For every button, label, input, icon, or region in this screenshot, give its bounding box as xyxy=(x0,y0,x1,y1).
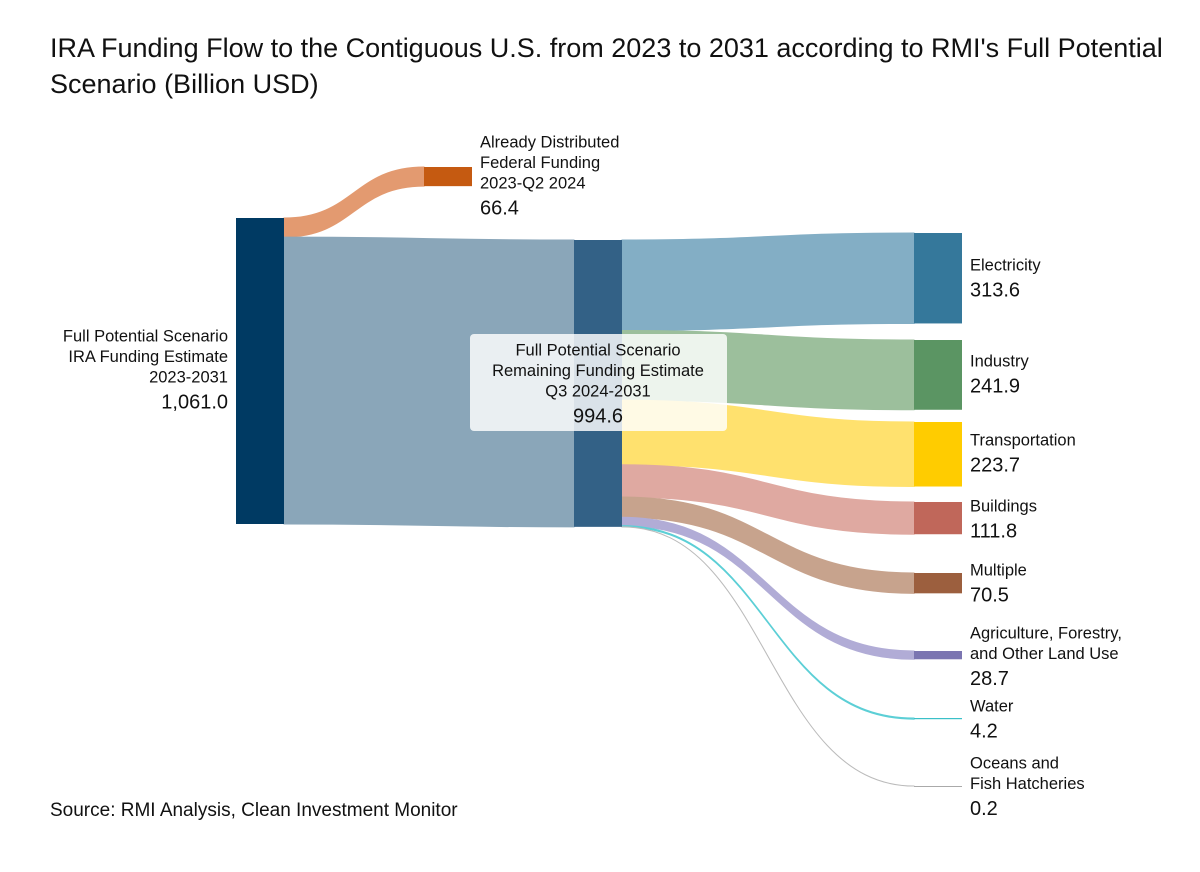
node-value: 111.8 xyxy=(970,520,1017,542)
node-label: Agriculture, Forestry, xyxy=(970,624,1122,642)
node-value: 70.5 xyxy=(970,584,1009,606)
node-label: Q3 2024-2031 xyxy=(545,382,651,400)
node-value: 1,061.0 xyxy=(161,391,228,413)
node-label: Industry xyxy=(970,352,1029,370)
node-label: Transportation xyxy=(970,431,1076,449)
link xyxy=(621,526,915,787)
link xyxy=(283,166,425,238)
node-value: 241.9 xyxy=(970,375,1020,397)
link xyxy=(621,496,915,594)
node-value: 66.4 xyxy=(480,197,519,219)
chart-title: IRA Funding Flow to the Contiguous U.S. … xyxy=(50,33,1163,99)
source-note: Source: RMI Analysis, Clean Investment M… xyxy=(50,800,458,821)
node xyxy=(236,218,284,524)
node-label: Water xyxy=(970,697,1014,715)
node-label: Electricity xyxy=(970,256,1041,274)
node-value: 4.2 xyxy=(970,720,998,742)
node xyxy=(424,167,472,187)
label-box xyxy=(470,334,727,431)
node-value: 0.2 xyxy=(970,798,998,820)
node-label: Federal Funding xyxy=(480,154,600,172)
node-label: Full Potential Scenario xyxy=(515,341,680,359)
node-label: Multiple xyxy=(970,561,1027,579)
node-value: 313.6 xyxy=(970,279,1020,301)
node-value: 223.7 xyxy=(970,454,1020,476)
node xyxy=(914,718,962,720)
node xyxy=(914,422,962,487)
node-label: Oceans and xyxy=(970,754,1059,772)
node-label: Fish Hatcheries xyxy=(970,775,1085,793)
node xyxy=(914,233,962,324)
node-value: 28.7 xyxy=(970,668,1009,690)
link xyxy=(621,232,915,331)
node-label: Already Distributed xyxy=(480,133,619,151)
node xyxy=(914,573,962,594)
node xyxy=(914,651,962,660)
node xyxy=(914,502,962,535)
node-value: 994.6 xyxy=(573,405,623,427)
link xyxy=(621,464,915,535)
link xyxy=(283,236,575,528)
node xyxy=(914,786,962,787)
node-label: and Other Land Use xyxy=(970,645,1119,663)
node-label: IRA Funding Estimate xyxy=(68,348,228,366)
node-label: Buildings xyxy=(970,497,1037,515)
node xyxy=(914,340,962,410)
node-label: 2023-Q2 2024 xyxy=(480,174,586,192)
node-label: Remaining Funding Estimate xyxy=(492,362,704,380)
node-label: 2023-2031 xyxy=(149,368,228,386)
node-label: Full Potential Scenario xyxy=(63,327,228,345)
